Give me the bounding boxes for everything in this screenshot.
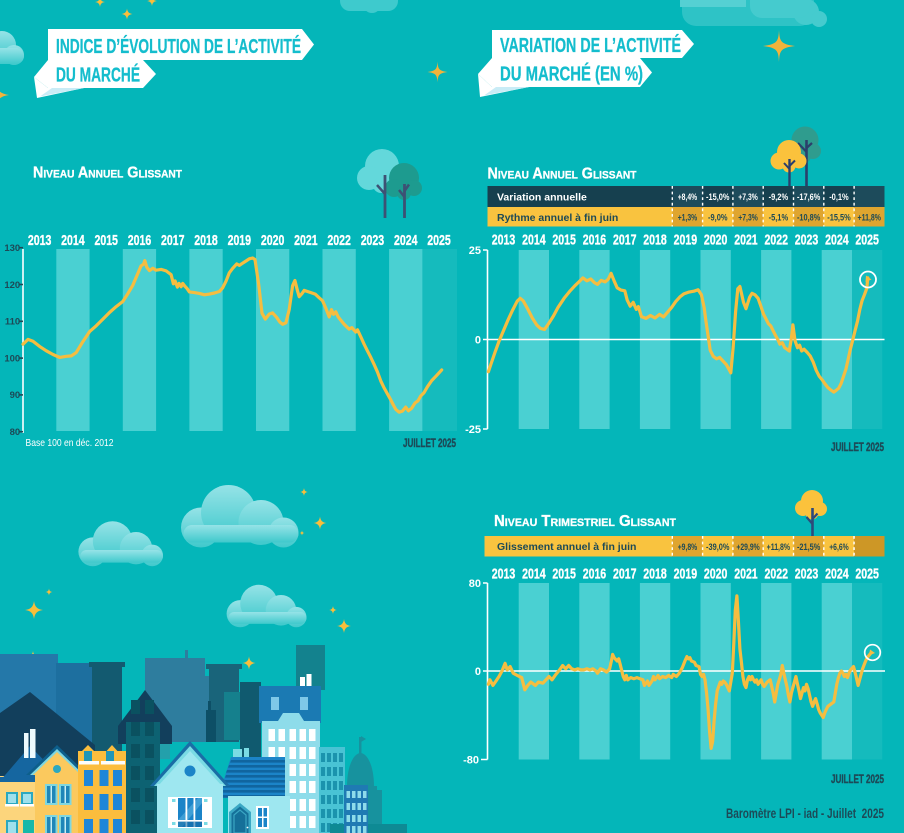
svg-text:100: 100 [4, 353, 20, 364]
svg-text:0: 0 [475, 335, 481, 347]
svg-text:INDICE D’ÉVOLUTION DE L’ACTIVI: INDICE D’ÉVOLUTION DE L’ACTIVITÉ [56, 35, 301, 58]
svg-text:+11,8%: +11,8% [858, 213, 882, 223]
svg-text:2023: 2023 [795, 566, 819, 583]
svg-text:2013: 2013 [492, 566, 516, 583]
svg-text:25: 25 [469, 245, 481, 257]
svg-text:2025: 2025 [855, 232, 879, 249]
svg-text:2021: 2021 [734, 232, 758, 249]
svg-text:2019: 2019 [674, 232, 698, 249]
svg-text:+8,4%: +8,4% [678, 192, 698, 202]
svg-text:2020: 2020 [704, 232, 728, 249]
svg-text:-10,8%: -10,8% [797, 213, 821, 223]
svg-text:-21,5%: -21,5% [797, 542, 821, 552]
svg-text:-25: -25 [465, 424, 481, 436]
svg-text:2025: 2025 [855, 566, 879, 583]
svg-text:80: 80 [469, 578, 481, 590]
svg-text:2013: 2013 [492, 232, 516, 249]
svg-text:2020: 2020 [261, 232, 285, 249]
svg-text:-15,0%: -15,0% [706, 192, 730, 202]
svg-text:+6,6%: +6,6% [829, 542, 849, 552]
svg-text:2015: 2015 [94, 232, 118, 249]
svg-text:-9,0%: -9,0% [708, 213, 728, 223]
svg-text:Glissement annuel à fin juin: Glissement annuel à fin juin [497, 541, 636, 553]
svg-text:130: 130 [4, 243, 20, 254]
svg-text:2022: 2022 [765, 566, 789, 583]
svg-text:2017: 2017 [613, 232, 637, 249]
svg-text:2025: 2025 [427, 232, 451, 249]
svg-text:2019: 2019 [228, 232, 252, 249]
svg-text:JUILLET 2025: JUILLET 2025 [831, 442, 884, 454]
svg-text:Niveau Trimestriel Glissant: Niveau Trimestriel Glissant [494, 513, 676, 530]
svg-text:2024: 2024 [394, 232, 418, 249]
svg-text:2024: 2024 [825, 566, 849, 583]
svg-text:2016: 2016 [583, 232, 607, 249]
svg-text:-17,6%: -17,6% [797, 192, 821, 202]
svg-text:+1,3%: +1,3% [678, 213, 698, 223]
svg-text:VARIATION DE L’ACTIVITÉ: VARIATION DE L’ACTIVITÉ [500, 34, 681, 57]
svg-text:2020: 2020 [704, 566, 728, 583]
svg-text:80: 80 [10, 427, 21, 438]
svg-text:Base 100 en déc. 2012: Base 100 en déc. 2012 [26, 437, 114, 449]
svg-text:2017: 2017 [613, 566, 637, 583]
svg-text:JUILLET 2025: JUILLET 2025 [403, 438, 456, 450]
svg-text:JUILLET 2025: JUILLET 2025 [831, 774, 884, 786]
svg-text:2014: 2014 [522, 566, 546, 583]
svg-text:Rythme annuel à fin juin: Rythme annuel à fin juin [497, 212, 618, 224]
svg-text:110: 110 [5, 317, 20, 328]
svg-text:2014: 2014 [61, 232, 85, 249]
svg-text:+29,9%: +29,9% [736, 542, 760, 552]
svg-text:-5,1%: -5,1% [769, 213, 789, 223]
svg-text:2016: 2016 [128, 232, 152, 249]
svg-text:DU MARCHÉ (EN %): DU MARCHÉ (EN %) [500, 63, 643, 86]
svg-text:-80: -80 [463, 755, 479, 767]
svg-text:+7,3%: +7,3% [738, 192, 758, 202]
svg-text:0: 0 [475, 666, 481, 678]
svg-text:-0,1%: -0,1% [829, 192, 849, 202]
svg-text:2018: 2018 [643, 566, 667, 583]
svg-text:Niveau Annuel Glissant: Niveau Annuel Glissant [488, 166, 637, 183]
svg-text:2013: 2013 [28, 232, 52, 249]
svg-text:2018: 2018 [643, 232, 667, 249]
svg-text:2024: 2024 [825, 232, 849, 249]
svg-text:2018: 2018 [194, 232, 218, 249]
svg-text:2023: 2023 [795, 232, 819, 249]
svg-text:2016: 2016 [583, 566, 607, 583]
svg-text:-15,5%: -15,5% [827, 213, 851, 223]
svg-text:2017: 2017 [161, 232, 185, 249]
svg-text:2015: 2015 [552, 566, 576, 583]
svg-text:2022: 2022 [765, 232, 789, 249]
svg-text:2019: 2019 [674, 566, 698, 583]
svg-text:+11,8%: +11,8% [767, 542, 791, 552]
svg-text:2015: 2015 [552, 232, 576, 249]
svg-text:Niveau Annuel Glissant: Niveau Annuel Glissant [33, 165, 182, 182]
svg-text:Baromètre LPI - iad - Juillet: Baromètre LPI - iad - Juillet 2025 [726, 806, 884, 821]
svg-text:90: 90 [10, 390, 21, 401]
svg-text:-39,0%: -39,0% [706, 542, 730, 552]
svg-text:Variation annuelle: Variation annuelle [497, 192, 587, 204]
svg-text:+7,3%: +7,3% [738, 213, 758, 223]
svg-text:+9,8%: +9,8% [678, 542, 698, 552]
svg-text:DU MARCHÉ: DU MARCHÉ [56, 64, 140, 87]
svg-text:2021: 2021 [294, 232, 318, 249]
svg-text:2021: 2021 [734, 566, 758, 583]
svg-text:2022: 2022 [327, 232, 351, 249]
svg-text:-9,2%: -9,2% [769, 192, 789, 202]
svg-text:2023: 2023 [361, 232, 385, 249]
svg-text:2014: 2014 [522, 232, 546, 249]
svg-text:120: 120 [4, 280, 20, 291]
